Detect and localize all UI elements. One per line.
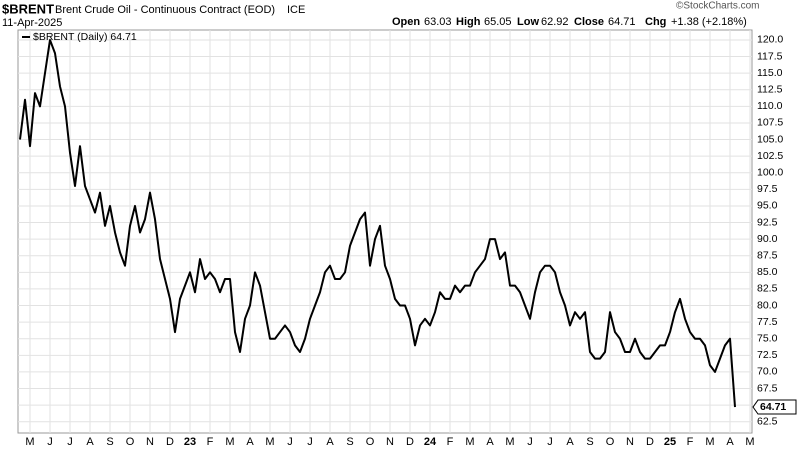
chg-value: +1.38 (+2.18%) [671,16,747,28]
x-tick-label: A [566,436,574,448]
x-tick-label: A [326,436,334,448]
x-tick-label: J [67,436,73,448]
y-tick-label: 100.0 [757,167,783,179]
date: 11-Apr-2025 [2,17,62,29]
x-tick-label: J [47,436,53,448]
x-tick-label: D [406,436,414,448]
y-tick-label: 72.5 [757,349,778,361]
chg-label: Chg [645,16,666,28]
close-label: Close [574,16,604,28]
x-tick-label: M [505,436,514,448]
y-tick-label: 90.0 [757,233,778,245]
y-tick-label: 110.0 [757,100,783,112]
x-tick-label: N [626,436,634,448]
open-value: 63.03 [424,16,452,28]
y-tick-label: 82.5 [757,283,778,295]
open-label: Open [392,16,420,28]
x-tick-label: 24 [424,436,437,448]
y-tick-label: 92.5 [757,216,778,228]
x-tick-label: S [106,436,113,448]
instrument-name: Brent Crude Oil - Continuous Contract (E… [55,4,275,16]
grid [18,30,752,433]
x-tick-label: M [465,436,474,448]
x-tick-label: O [366,436,375,448]
x-tick-label: 25 [664,436,676,448]
x-tick-label: D [646,436,654,448]
x-tick-label: N [386,436,394,448]
x-tick-label: A [246,436,254,448]
x-tick-label: F [447,436,454,448]
x-tick-label: M [25,436,34,448]
close-value: 64.71 [608,16,636,28]
x-tick-label: S [346,436,353,448]
high-label: High [456,16,481,28]
y-tick-label: 95.0 [757,200,778,212]
y-tick-label: 115.0 [757,67,783,79]
symbol: $BRENT [2,1,54,16]
x-tick-label: A [486,436,494,448]
y-tick-label: 85.0 [757,266,778,278]
y-tick-label: 87.5 [757,250,778,262]
x-tick-label: O [606,436,615,448]
last-value-label: 64.71 [760,401,786,413]
x-tick-label: F [207,436,214,448]
y-tick-label: 97.5 [757,183,778,195]
price-line [19,38,736,408]
x-tick-label: A [86,436,94,448]
y-tick-label: 117.5 [757,50,783,62]
x-tick-label: N [146,436,154,448]
x-tick-label: M [745,436,754,448]
x-tick-label: M [265,436,274,448]
last-value-tag [752,399,797,415]
x-tick-label: A [726,436,734,448]
y-tick-label: 120.0 [757,34,783,46]
y-tick-label: 75.0 [757,333,778,345]
x-tick-label: M [705,436,714,448]
x-tick-label: F [687,436,694,448]
y-tick-label: 62.5 [757,415,778,427]
x-tick-label: J [547,436,553,448]
y-tick-label: 67.5 [757,382,778,394]
legend-label: $BRENT (Daily) 64.71 [33,31,137,43]
exchange: ICE [287,4,305,16]
y-tick-label: 70.0 [757,366,778,378]
y-tick-label: 107.5 [757,117,783,129]
x-tick-label: J [527,436,533,448]
x-tick-label: M [225,436,234,448]
high-value: 65.05 [484,16,512,28]
y-tick-label: 105.0 [757,133,783,145]
y-tick-label: 80.0 [757,299,778,311]
x-tick-label: J [307,436,313,448]
y-tick-label: 77.5 [757,316,778,328]
x-tick-label: J [287,436,293,448]
y-tick-label: 112.5 [757,84,783,96]
plot-frame [17,29,753,434]
watermark: ©StockCharts.com [676,1,760,12]
low-label: Low [517,16,539,28]
x-tick-label: 23 [184,436,196,448]
x-tick-label: O [126,436,135,448]
y-tick-label: 102.5 [757,150,783,162]
low-value: 62.92 [541,16,569,28]
x-tick-label: S [586,436,593,448]
x-tick-label: D [166,436,174,448]
